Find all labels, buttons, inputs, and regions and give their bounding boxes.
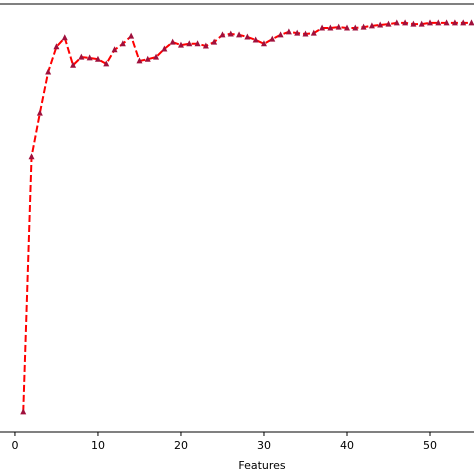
marker [460,19,467,26]
marker [227,30,234,37]
marker [144,55,151,62]
marker [385,20,392,27]
marker [103,60,110,67]
marker [219,31,226,38]
marker [418,20,425,27]
marker [202,42,209,49]
marker [111,46,118,53]
marker [119,40,126,47]
marker [451,19,458,26]
marker [377,21,384,28]
marker [327,24,334,31]
marker [335,23,342,30]
marker [78,53,85,60]
marker [70,61,77,68]
marker [435,19,442,26]
marker [294,29,301,36]
marker [352,24,359,31]
x-tick-label: 50 [423,439,437,452]
x-tick-label: 30 [257,439,271,452]
x-axis-label: Features [238,459,286,472]
marker [468,19,474,26]
marker [302,30,309,37]
x-tick-label: 10 [91,439,105,452]
marker [94,55,101,62]
marker [427,19,434,26]
x-tick-label: 20 [174,439,188,452]
marker [186,40,193,47]
marker [45,68,52,75]
marker [86,54,93,61]
marker [194,40,201,47]
marker [153,53,160,60]
marker [393,19,400,26]
marker [285,28,292,35]
x-tick-label: 40 [340,439,354,452]
line [22,21,472,412]
marker [20,408,27,415]
marker [319,24,326,31]
marker [343,24,350,31]
marker [61,34,68,41]
marker [269,35,276,42]
marker [211,38,218,45]
marker [36,109,43,116]
marker [368,22,375,29]
marker [410,20,417,27]
marker [177,41,184,48]
marker [402,19,409,26]
marker [252,36,259,43]
marker [136,57,143,64]
marker [360,23,367,30]
x-tick-label: 0 [11,439,18,452]
marker [277,31,284,38]
marker [28,153,35,160]
marker [161,45,168,52]
marker [244,33,251,40]
marker [236,31,243,38]
marker [443,19,450,26]
marker [128,32,135,39]
marker [169,38,176,45]
marker [53,43,60,50]
marker [310,29,317,36]
marker [260,40,267,47]
